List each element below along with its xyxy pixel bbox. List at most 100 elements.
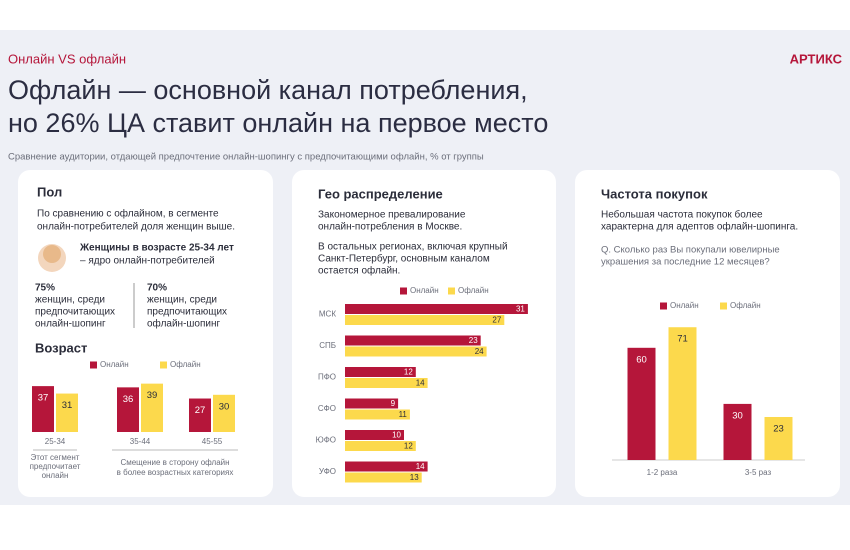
subtitle: Сравнение аудитории, отдающей предпочтен… [8,152,484,163]
bar [345,472,422,483]
bar [117,387,139,432]
value-label: 23 [469,336,478,345]
logo: АРТИКС [790,51,843,66]
annotation: Этот сегмент [31,453,80,462]
question: Q. Сколько раз Вы покупали ювелирные [601,245,780,256]
bar [345,430,404,440]
legend-label: Онлайн [670,301,699,310]
category-label: 3-5 раз [745,468,772,477]
value-label: 12 [404,442,413,451]
value-label: 27 [492,316,501,325]
section-label: Онлайн VS офлайн [8,51,126,66]
chart-title: Возраст [35,340,87,355]
category-label: СФО [318,404,336,413]
value-label: 24 [475,347,484,356]
card-text: онлайн-потребителей доля женщин выше. [37,221,235,233]
value-label: 11 [399,410,408,419]
category-label: СПБ [319,341,336,350]
annotation: Смещение в сторону офлайн [120,458,229,467]
stat-text: предпочитающих [147,307,227,318]
category-label: УФО [319,467,336,476]
bar [345,304,528,314]
bar [189,398,211,432]
legend-swatch [660,302,667,310]
value-label: 71 [677,334,688,345]
annotation: онлайн [42,471,69,480]
stat-text: онлайн-шопинг [35,319,106,330]
legend-swatch [400,287,407,295]
bar [345,315,505,325]
legend-label: Онлайн [410,286,439,295]
bar [213,394,235,432]
card-text: По сравнению с офлайном, в сегменте [37,208,219,220]
stat-value: 70% [147,283,167,294]
legend-label: Офлайн [458,286,489,295]
value-label: 36 [123,394,134,405]
legend-label: Офлайн [170,360,201,369]
value-label: 31 [516,305,525,314]
value-label: 14 [416,462,425,471]
stat-value: 75% [35,283,55,294]
value-label: 13 [410,473,419,482]
bar [345,335,481,346]
stat-text: офлайн-шопинг [147,318,221,330]
category-label: 25-34 [45,437,66,446]
value-label: 30 [219,401,230,412]
question: украшения за последние 12 месяцев? [601,257,770,268]
category-label: ЮФО [316,436,336,445]
value-label: 37 [38,393,49,404]
value-label: 39 [147,390,158,401]
card-text: характерна для адептов офлайн-шопинга. [601,221,798,233]
bar [56,393,78,432]
card-text: остается офлайн. [318,265,400,277]
card-title: Пол [37,184,62,199]
title-line: Офлайн — основной канал потребления, [8,75,528,105]
annotation: в более возрастных категориях [117,468,234,477]
stat-text: женщин, среди [147,295,217,306]
value-label: 60 [636,354,647,365]
legend-swatch [160,361,167,369]
value-label: 14 [416,379,425,388]
value-label: 9 [391,399,396,408]
avatar [43,245,61,263]
bar [627,347,656,460]
highlight: – ядро онлайн-потребителей [80,255,215,267]
bar [345,367,416,377]
legend-swatch [720,302,727,310]
stat-text: предпочитающих [35,307,115,318]
value-label: 10 [392,431,401,440]
legend-swatch [90,361,97,369]
bar [345,409,410,420]
category-label: 35-44 [130,437,151,446]
value-label: 12 [404,368,413,377]
bar [345,441,416,451]
stat-text: женщин, среди [35,295,105,306]
bar [764,416,793,460]
title-line: но 26% ЦА ставит онлайн на первое место [8,108,548,138]
card-text: В остальных регионах, включая крупный [318,242,508,253]
annotation: предпочитает [30,462,81,471]
card-text: Закономерное превалирование [318,210,466,221]
card-title: Частота покупок [601,186,708,201]
category-label: 45-55 [202,437,223,446]
bar [32,386,54,432]
legend-label: Офлайн [730,301,761,310]
bar [345,378,428,388]
value-label: 27 [195,405,206,416]
bar [668,327,697,460]
legend-swatch [448,287,455,295]
category-label: 1-2 раза [647,468,678,477]
legend-label: Онлайн [100,360,129,369]
bar [345,346,487,357]
highlight: Женщины в возрасте 25-34 лет [79,243,234,254]
card-title: Гео распределение [318,186,443,201]
value-label: 23 [773,424,784,435]
category-label: ПФО [318,373,336,382]
category-label: МСК [319,310,336,319]
bar [723,403,752,460]
bar [345,461,428,472]
bar [141,383,163,432]
card-text: Санкт-Петербург, основным каналом [318,253,490,265]
bar [345,398,399,409]
